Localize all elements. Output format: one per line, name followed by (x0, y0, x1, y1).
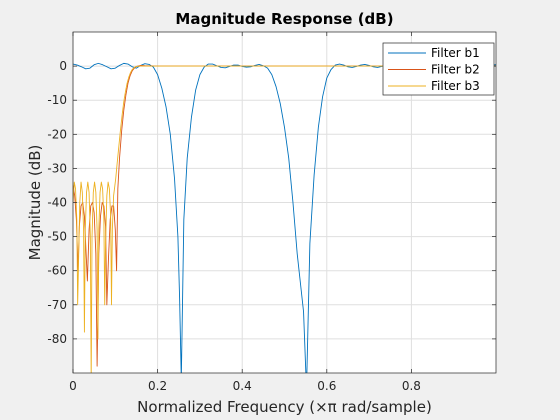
ticks: 0 0.2 0.4 0.6 0.8 0 -10 -20 -30 -40 -50 -60 -70 -80 (47, 32, 496, 393)
y-tick-label: -10 (47, 93, 67, 107)
y-tick-label: -80 (47, 332, 67, 346)
chart-title: Magnitude Response (dB) (175, 10, 393, 28)
x-tick-label: 0.8 (402, 379, 421, 393)
y-tick-label: -30 (47, 161, 67, 175)
y-tick-label: -50 (47, 230, 67, 244)
legend-label-filter-b3: Filter b3 (431, 79, 480, 93)
legend-label-filter-b1: Filter b1 (431, 46, 480, 60)
x-tick-label: 0 (69, 379, 77, 393)
legend-label-filter-b2: Filter b2 (431, 63, 480, 77)
x-tick-label: 0.6 (317, 379, 336, 393)
y-tick-label: -20 (47, 127, 67, 141)
legend[interactable]: Filter b1 Filter b2 Filter b3 (382, 42, 495, 96)
y-tick-label: 0 (59, 59, 67, 73)
y-tick-label: -70 (47, 298, 67, 312)
x-tick-label: 0.4 (233, 379, 252, 393)
x-axis-title: Normalized Frequency (×π rad/sample) (137, 398, 432, 416)
series-line-filter-b3 (73, 65, 496, 373)
x-tick-label: 0.2 (148, 379, 167, 393)
y-tick-label: -40 (47, 196, 67, 210)
y-tick-label: -60 (47, 264, 67, 278)
y-axis-title: Magnitude (dB) (26, 145, 44, 261)
